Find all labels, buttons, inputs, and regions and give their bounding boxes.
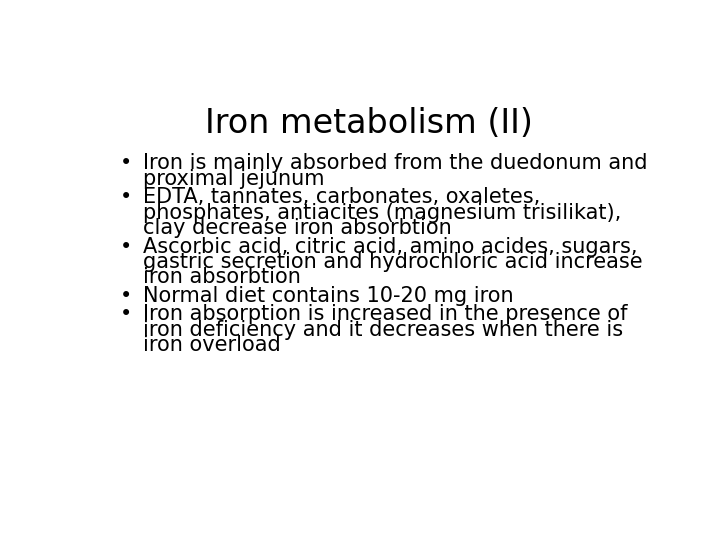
Text: iron overload: iron overload bbox=[143, 335, 281, 355]
Text: Iron is mainly absorbed from the duedonum and: Iron is mainly absorbed from the duedonu… bbox=[143, 153, 647, 173]
Text: Iron absorption is increased in the presence of: Iron absorption is increased in the pres… bbox=[143, 304, 627, 324]
Text: Normal diet contains 10-20 mg iron: Normal diet contains 10-20 mg iron bbox=[143, 286, 513, 306]
Text: •: • bbox=[120, 153, 132, 173]
Text: phosphates, antiacites (magnesium trisilikat),: phosphates, antiacites (magnesium trisil… bbox=[143, 202, 621, 222]
Text: •: • bbox=[120, 237, 132, 256]
Text: iron absorbtion: iron absorbtion bbox=[143, 267, 300, 287]
Text: proximal jejunum: proximal jejunum bbox=[143, 168, 324, 189]
Text: iron deficiency and it decreases when there is: iron deficiency and it decreases when th… bbox=[143, 320, 623, 340]
Text: clay decrease iron absorbtion: clay decrease iron absorbtion bbox=[143, 218, 451, 238]
Text: gastric secretion and hydrochloric acid increase: gastric secretion and hydrochloric acid … bbox=[143, 252, 642, 272]
Text: •: • bbox=[120, 286, 132, 306]
Text: EDTA, tannates, carbonates, oxaletes,: EDTA, tannates, carbonates, oxaletes, bbox=[143, 187, 540, 207]
Text: Ascorbic acid, citric acid, amino acides, sugars,: Ascorbic acid, citric acid, amino acides… bbox=[143, 237, 637, 256]
Text: •: • bbox=[120, 187, 132, 207]
Text: Iron metabolism (II): Iron metabolism (II) bbox=[205, 107, 533, 140]
Text: •: • bbox=[120, 304, 132, 324]
